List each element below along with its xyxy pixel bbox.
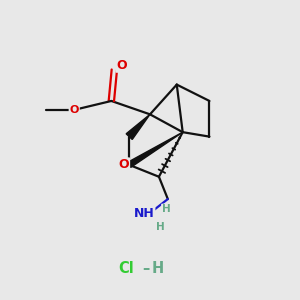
Text: NH: NH [134,207,154,220]
Text: O: O [118,158,129,171]
Text: H: H [162,204,171,214]
Polygon shape [126,114,150,140]
Text: O: O [116,59,127,72]
Text: Cl: Cl [118,261,134,276]
Polygon shape [128,132,183,167]
Text: H: H [151,261,164,276]
Text: O: O [70,105,79,115]
Text: –: – [142,261,149,276]
Text: H: H [156,222,165,232]
